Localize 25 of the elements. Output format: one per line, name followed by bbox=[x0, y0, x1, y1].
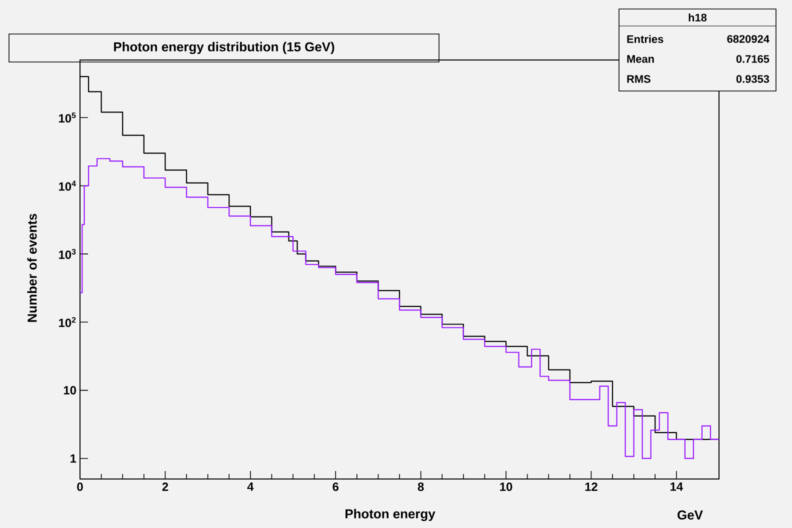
x-tick-label: 6 bbox=[332, 482, 339, 491]
y-axis-title: Number of events bbox=[27, 214, 37, 322]
annotation: RMS bbox=[627, 75, 650, 83]
x-tick-label: 4 bbox=[247, 482, 254, 491]
text: 0.9353 bbox=[736, 75, 770, 83]
y-tick-label: 10$^{3}$ bbox=[59, 248, 76, 259]
text: h18 bbox=[688, 13, 707, 22]
x-axis-title: Photon energy bbox=[346, 508, 436, 522]
text: Entries bbox=[627, 34, 664, 44]
chart-title: Photon energy distribution (15 GeV) bbox=[114, 42, 334, 54]
x-tick-label: 12 bbox=[585, 482, 598, 491]
annotation: Mean bbox=[627, 55, 654, 63]
y-tick-label: 10$^{2}$ bbox=[59, 317, 76, 328]
y-tick-label: 10$^{5}$ bbox=[59, 112, 76, 123]
x-tick-label: 10 bbox=[500, 482, 512, 491]
text: 6820924 bbox=[727, 35, 770, 43]
y-tick-label: 10$^{4}$ bbox=[59, 180, 76, 191]
x-tick-label: 14 bbox=[670, 482, 683, 491]
x-tick-label: 0 bbox=[77, 482, 83, 491]
y-tick-label: 10 bbox=[64, 386, 76, 395]
text: 0.7165 bbox=[736, 55, 770, 63]
x-tick-label: 8 bbox=[418, 482, 424, 491]
text: GeV bbox=[678, 510, 703, 520]
y-tick-label: 1 bbox=[70, 454, 76, 463]
x-tick-label: 2 bbox=[162, 482, 168, 491]
